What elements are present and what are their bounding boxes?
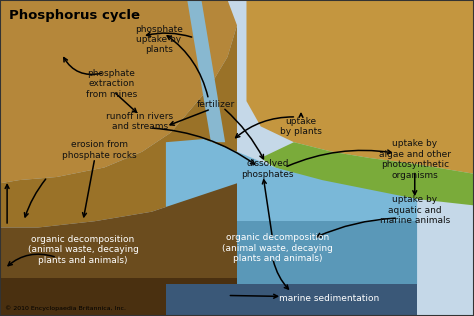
Polygon shape: [166, 284, 417, 316]
Polygon shape: [0, 183, 237, 316]
Polygon shape: [0, 25, 237, 228]
Text: runoff in rivers
and streams: runoff in rivers and streams: [106, 112, 173, 131]
Text: organic decomposition
(animal waste, decaying
plants and animals): organic decomposition (animal waste, dec…: [222, 233, 333, 263]
Text: uptake by
aquatic and
marine animals: uptake by aquatic and marine animals: [380, 195, 450, 225]
Text: phosphate
extraction
from mines: phosphate extraction from mines: [86, 69, 137, 99]
Text: phosphate
uptake by
plants: phosphate uptake by plants: [135, 25, 183, 54]
Polygon shape: [246, 0, 474, 174]
Text: uptake
by plants: uptake by plants: [280, 117, 322, 136]
Polygon shape: [0, 0, 237, 183]
Text: erosion from
phosphate rocks: erosion from phosphate rocks: [62, 140, 137, 160]
Text: uptake by
algae and other
photosynthetic
organisms: uptake by algae and other photosynthetic…: [379, 139, 451, 180]
Text: dissolved
phosphates: dissolved phosphates: [242, 159, 294, 179]
Text: Phosphorus cycle: Phosphorus cycle: [9, 9, 140, 22]
Text: fertilizer: fertilizer: [197, 100, 235, 109]
Polygon shape: [166, 139, 417, 284]
Polygon shape: [166, 221, 417, 284]
Text: © 2010 Encyclopaedia Britannica, Inc.: © 2010 Encyclopaedia Britannica, Inc.: [5, 306, 126, 311]
Text: marine sedimentation: marine sedimentation: [279, 294, 380, 303]
Polygon shape: [261, 142, 474, 205]
Polygon shape: [0, 278, 237, 316]
Polygon shape: [187, 0, 225, 142]
Text: organic decomposition
(animal waste, decaying
plants and animals): organic decomposition (animal waste, dec…: [27, 235, 138, 264]
